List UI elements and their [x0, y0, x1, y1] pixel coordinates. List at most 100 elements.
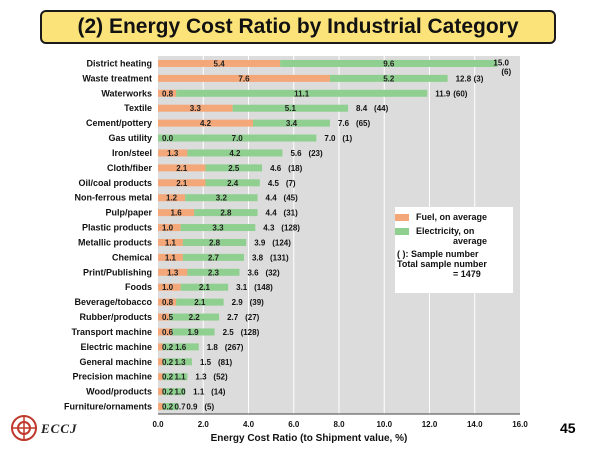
sample-count-label: (3) [474, 74, 484, 83]
sample-count-label: (131) [270, 253, 289, 262]
fuel-bar [158, 388, 163, 396]
x-tick-label: 12.0 [422, 420, 438, 429]
category-label: Metallic products [78, 237, 152, 247]
total-value-label: 2.5 [223, 328, 235, 337]
legend-total-value: = 1479 [453, 269, 481, 279]
total-value-label: 15.0 [493, 58, 509, 67]
total-value-label: 3.1 [236, 283, 248, 292]
sample-count-label: (1) [342, 134, 352, 143]
total-value-label: 4.4 [266, 194, 278, 203]
electricity-value-label: 7.0 [232, 134, 244, 143]
x-tick-label: 4.0 [243, 420, 255, 429]
electricity-value-label: 2.1 [199, 283, 211, 292]
electricity-bar [232, 104, 349, 112]
legend-total-note: Total sample number [397, 259, 487, 269]
fuel-value-label: 0.0 [162, 134, 174, 143]
fuel-bar [158, 328, 172, 336]
fuel-bar [158, 343, 163, 351]
category-label: Chemical [112, 252, 152, 262]
electricity-value-label: 2.8 [209, 238, 221, 247]
fuel-bar [158, 164, 206, 172]
sample-count-label: (45) [284, 194, 299, 203]
sample-count-label: (148) [254, 283, 273, 292]
electricity-value-label: 3.4 [286, 119, 298, 128]
electricity-value-label: 1.1 [174, 373, 186, 382]
eccj-logo: ECCJ [8, 411, 158, 445]
legend-electricity-label: Electricity, on [416, 226, 475, 236]
page-title: (2) Energy Cost Ratio by Industrial Cate… [77, 15, 519, 38]
electricity-bar [182, 238, 247, 246]
total-value-label: 12.8 [456, 74, 472, 83]
electricity-value-label: 3.2 [216, 194, 228, 203]
sample-count-label: (32) [265, 268, 280, 277]
title-banner: (2) Energy Cost Ratio by Industrial Cate… [40, 10, 556, 44]
category-label: Waste treatment [82, 73, 152, 83]
electricity-value-label: 1.6 [175, 343, 187, 352]
fuel-bar [158, 373, 163, 381]
fuel-bar [158, 119, 254, 127]
category-label: Foods [125, 282, 152, 292]
electricity-value-label: 3.3 [212, 224, 224, 233]
fuel-value-label: 0.6 [162, 328, 174, 337]
fuel-value-label: 1.0 [162, 224, 174, 233]
sample-count-label: (27) [245, 313, 260, 322]
category-label: Precision machine [72, 372, 152, 382]
total-value-label: 0.9 [186, 403, 198, 412]
total-value-label: 2.7 [227, 313, 239, 322]
fuel-value-label: 1.6 [171, 209, 183, 218]
electricity-value-label: 2.7 [208, 253, 220, 262]
fuel-bar [158, 89, 177, 97]
electricity-bar [253, 119, 330, 127]
sample-count-label: (44) [374, 104, 389, 113]
sample-count-label: (23) [308, 149, 323, 158]
sample-count-label: (124) [272, 238, 291, 247]
electricity-bar [185, 194, 258, 202]
x-tick-label: 16.0 [512, 420, 528, 429]
sample-count-label: (267) [225, 343, 244, 352]
x-tick-label: 2.0 [198, 420, 210, 429]
category-label: District heating [86, 58, 152, 68]
fuel-bar [158, 179, 206, 187]
category-label: Oil/coal products [78, 178, 152, 188]
fuel-value-label: 1.3 [167, 149, 179, 158]
electricity-bar [162, 358, 192, 366]
sample-count-label: (31) [284, 209, 299, 218]
electricity-value-label: 2.1 [194, 298, 206, 307]
category-label: General machine [79, 357, 152, 367]
electricity-value-label: 5.2 [383, 74, 395, 83]
electricity-bar [162, 388, 186, 396]
category-label: Iron/steel [112, 148, 152, 158]
x-tick-label: 10.0 [376, 420, 392, 429]
fuel-bar [158, 74, 330, 82]
fuel-value-label: 1.1 [165, 238, 177, 247]
category-label: Waterworks [101, 88, 152, 98]
fuel-bar [158, 403, 163, 411]
total-value-label: 3.9 [254, 238, 266, 247]
electricity-bar [162, 403, 179, 411]
fuel-bar [158, 194, 186, 202]
x-tick-label: 14.0 [467, 420, 483, 429]
electricity-bar [158, 134, 317, 142]
electricity-value-label: 1.0 [174, 388, 186, 397]
fuel-value-label: 0.2 [162, 343, 174, 352]
total-value-label: 2.9 [232, 298, 244, 307]
fuel-value-label: 1.1 [165, 253, 177, 262]
total-value-label: 7.0 [324, 134, 336, 143]
fuel-value-label: 0.2 [162, 373, 174, 382]
electricity-value-label: 11.1 [294, 89, 310, 98]
electricity-bar [176, 89, 428, 97]
sample-count-label: (60) [453, 89, 468, 98]
legend: Fuel, on average Electricity, on average… [395, 207, 513, 293]
fuel-value-label: 7.6 [238, 74, 250, 83]
sample-count-label: (39) [250, 298, 265, 307]
category-label: Pulp/paper [105, 208, 152, 218]
fuel-bar [158, 358, 163, 366]
eccj-logo-text: ECCJ [41, 421, 78, 436]
sample-count-label: (14) [211, 388, 226, 397]
sample-count-label: (52) [213, 373, 228, 382]
sample-count-label: (128) [241, 328, 260, 337]
fuel-value-label: 2.1 [176, 179, 188, 188]
x-tick-label: 0.0 [152, 420, 164, 429]
sample-count-label: (81) [218, 358, 233, 367]
fuel-value-label: 0.8 [162, 89, 174, 98]
